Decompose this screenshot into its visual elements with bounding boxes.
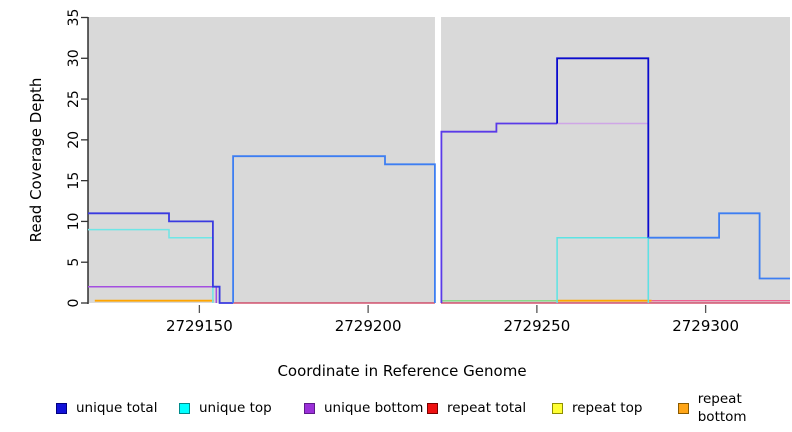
x-tick-label: 2729250 <box>503 317 570 335</box>
y-tick-label: 25 <box>66 90 82 108</box>
y-tick-label: 35 <box>66 9 82 27</box>
coverage-line-unique-top-right <box>556 236 650 303</box>
y-tick-label: 10 <box>66 213 82 231</box>
y-tick-label: 15 <box>66 172 82 190</box>
legend: unique total unique top unique bottom re… <box>0 391 792 425</box>
unique-bottom-swatch-icon <box>304 402 315 414</box>
y-tick-label: 20 <box>66 131 82 149</box>
coverage-line-unique-total-left <box>88 212 234 304</box>
legend-label: unique total <box>76 400 158 416</box>
legend-item-unique-total: unique total <box>56 399 157 417</box>
x-axis-label: Coordinate in Reference Genome <box>277 362 527 380</box>
coverage-line-unique-total-mid <box>232 155 436 303</box>
legend-item-repeat-top: repeat top <box>552 399 642 417</box>
y-tick-label: 0 <box>66 299 82 308</box>
legend-label: repeat total <box>447 400 527 416</box>
legend-label: repeat top <box>572 400 643 416</box>
coverage-line-unique-total-right <box>648 212 790 280</box>
legend-item-unique-top: unique top <box>179 399 272 417</box>
unique-top-swatch-icon <box>179 402 190 414</box>
x-tick-label: 2729300 <box>672 317 739 335</box>
coverage-line-unique-total-peak <box>556 57 650 238</box>
y-tick-label: 30 <box>66 49 82 67</box>
y-axis-label: Read Coverage Depth <box>27 77 45 243</box>
legend-label: unique bottom <box>324 400 424 416</box>
repeat-bottom-swatch-icon <box>678 402 689 414</box>
x-tick-label: 2729150 <box>166 317 233 335</box>
legend-item-repeat-total: repeat total <box>427 399 526 417</box>
repeat-total-swatch-icon <box>427 402 438 414</box>
coverage-line-unique-total-violet <box>440 122 558 303</box>
legend-item-repeat-bottom: repeat bottom <box>678 391 792 425</box>
coverage-gap-band <box>434 17 442 303</box>
legend-item-unique-bottom: unique bottom <box>304 399 423 417</box>
repeat-top-swatch-icon <box>552 402 563 414</box>
legend-label: unique top <box>199 400 272 416</box>
x-axis-label-row: Coordinate in Reference Genome <box>0 362 792 380</box>
y-tick-label: 5 <box>66 258 82 267</box>
x-tick-label: 2729200 <box>335 317 402 335</box>
legend-label: repeat bottom <box>697 391 747 425</box>
unique-total-swatch-icon <box>56 402 67 414</box>
